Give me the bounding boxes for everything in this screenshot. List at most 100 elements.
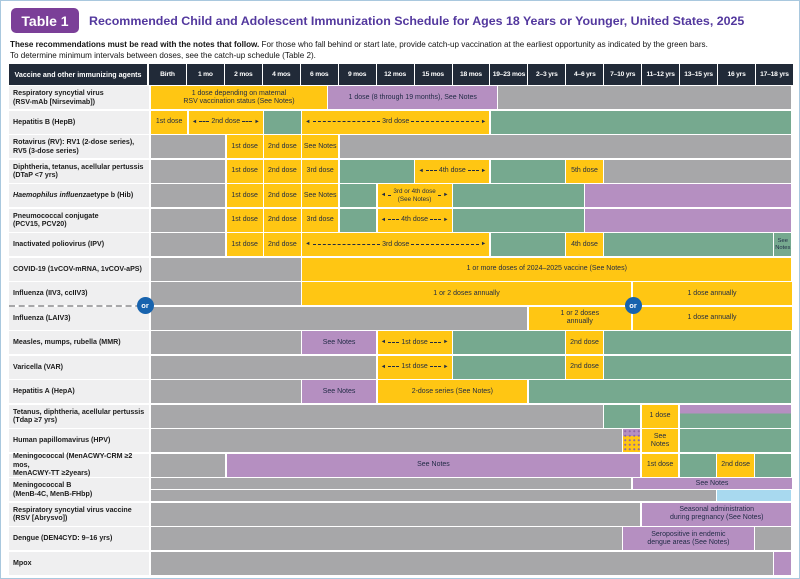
cell-menb-1-range xyxy=(717,490,792,501)
cell-menacwy-3-range xyxy=(679,453,716,477)
or-divider-right-segment xyxy=(151,304,793,307)
row-track-menb-1 xyxy=(151,490,793,501)
row-track-tdap: 1 dose xyxy=(151,404,793,428)
arrow-left-icon: ◄ xyxy=(380,216,387,223)
cell-ipv-2: 2nd dose xyxy=(264,233,301,256)
cell-varicella-1: ◄ 1st dose ► xyxy=(377,355,452,379)
row-label-flu-laiv: Influenza (LAIV3) xyxy=(9,306,149,330)
arrow-left-icon: ◄ xyxy=(305,118,311,125)
age-column-header-16: 17–18 yrs xyxy=(755,64,793,85)
cell-pcv-5: ◄ 4th dose ► xyxy=(377,208,452,232)
cell-mmr-4: 2nd dose xyxy=(566,331,603,354)
arrow-right-icon: ► xyxy=(480,241,487,248)
row-label-covid: COVID-19 (1vCOV-mRNA, 1vCOV-aPS) xyxy=(9,257,149,281)
row-track-pcv: 1st dose 2nd dose 3rd dose ◄ 4th dose ► xyxy=(151,208,793,232)
cell-hib-2: 2nd dose xyxy=(264,184,301,207)
cell-rotavirus-3: See Notes xyxy=(302,135,339,158)
row-label-flu-iiv: Influenza (IIV3, ccIIV3) xyxy=(9,282,149,305)
cell-mpox-0-range xyxy=(151,551,773,575)
cell-pcv-4-range xyxy=(339,208,377,232)
row-label-hpv: Human papillomavirus (HPV) xyxy=(9,429,149,452)
cell-menb-0-range xyxy=(151,478,631,489)
cell-ipv-5: 4th dose xyxy=(566,233,603,256)
cell-hib-0-range xyxy=(151,184,226,207)
cell-varicella-0-range xyxy=(151,355,377,379)
dose-label: 3rd or 4th dose (See Notes) xyxy=(393,188,436,203)
cell-flu-iiv-0-range xyxy=(151,282,301,305)
row-track-hepa: See Notes 2-dose series (See Notes) xyxy=(151,380,793,403)
row-track-flu-iiv: 1 or 2 doses annually 1 dose annually xyxy=(151,282,793,305)
cell-dengue-0-range xyxy=(151,527,622,550)
cell-hib-6-range xyxy=(453,184,584,207)
cell-dtap-6-range xyxy=(490,159,565,183)
corner-header: Vaccine and other immunizing agents xyxy=(9,64,149,85)
row-label-mmr: Measles, mumps, rubella (MMR) xyxy=(9,331,149,354)
row-label-varicella: Varicella (VAR) xyxy=(9,355,149,379)
cell-pcv-3: 3rd dose xyxy=(302,208,339,232)
row-track-rsv-vaccine: Seasonal administration during pregnancy… xyxy=(151,502,793,526)
dose-label: 4th dose xyxy=(438,167,466,175)
row-track-menb-0: See Notes xyxy=(151,478,793,489)
arrow-left-icon: ◄ xyxy=(380,192,387,199)
table-number-badge: Table 1 xyxy=(11,8,79,33)
grid-header-row: Vaccine and other immunizing agents Birt… xyxy=(9,64,793,85)
cell-rsv-mab-0: 1 dose depending on maternal RSV vaccina… xyxy=(151,86,327,109)
row-track-rsv-mab: 1 dose depending on maternal RSV vaccina… xyxy=(151,86,793,109)
row-track-hepb: 1st dose ◄ 2nd dose ► ◄ 3rd dose ► xyxy=(151,110,793,134)
cell-ipv-4-range xyxy=(490,233,565,256)
dose-label: 3rd dose xyxy=(382,118,410,126)
cell-dtap-2: 2nd dose xyxy=(264,159,301,183)
cell-hepa-3-range xyxy=(528,380,792,403)
arrow-left-icon: ◄ xyxy=(418,167,424,174)
row-track-mpox xyxy=(151,551,793,575)
cell-hepb-2-range xyxy=(264,110,301,134)
cell-hepb-3: ◄ 3rd dose ► xyxy=(302,110,490,134)
cell-tdap-2: 1 dose xyxy=(641,404,679,428)
row-label-ipv: Inactivated poliovirus (IPV) xyxy=(9,233,149,256)
arrow-left-icon: ◄ xyxy=(191,118,198,125)
cell-covid-0-range xyxy=(151,257,301,281)
row-label-menb: Meningococcal B (MenB-4C, MenB-FHbp) xyxy=(9,478,149,501)
arrow-right-icon: ► xyxy=(480,167,487,174)
cell-mmr-2: ◄ 1st dose ► xyxy=(377,331,452,354)
cell-ipv-7: See Notes xyxy=(774,233,792,256)
or-badge-left: or xyxy=(136,297,154,314)
cell-pcv-2: 2nd dose xyxy=(264,208,301,232)
age-column-header-3: 4 mos xyxy=(261,64,300,85)
cell-hpv-0-range xyxy=(151,429,622,452)
age-column-header-4: 6 mos xyxy=(299,64,338,85)
page-title: Recommended Child and Adolescent Immuniz… xyxy=(89,13,745,28)
cell-tdap-3-range xyxy=(679,404,792,428)
age-column-header-5: 9 mos xyxy=(337,64,376,85)
age-column-header-10: 2–3 yrs xyxy=(527,64,565,85)
cell-mmr-1: See Notes xyxy=(302,331,377,354)
row-track-dtap: 1st dose 2nd dose 3rd dose ◄ 4th dose ► 5th do… xyxy=(151,159,793,183)
cell-hepa-1: See Notes xyxy=(302,380,377,403)
age-column-header-8: 18 mos xyxy=(451,64,490,85)
row-track-menacwy: See Notes 1st dose 2nd dose xyxy=(151,453,793,477)
row-label-dtap: Diphtheria, tetanus, acellular pertussis… xyxy=(9,159,149,183)
cell-flu-laiv-1: 1 or 2 doses annually xyxy=(528,306,631,330)
cell-pcv-1: 1st dose xyxy=(226,208,263,232)
dose-label: 1st dose xyxy=(401,338,428,346)
row-track-flu-laiv: 1 or 2 doses annually 1 dose annually xyxy=(151,306,793,330)
cell-mpox-1-range xyxy=(774,551,792,575)
cell-pcv-0-range xyxy=(151,208,226,232)
cell-rsv-vaccine-1: Seasonal administration during pregnancy… xyxy=(641,502,792,526)
age-column-header-7: 15 mos xyxy=(413,64,452,85)
cell-tdap-0-range xyxy=(151,404,603,428)
cell-menb-0-range xyxy=(151,490,716,501)
cell-dtap-4-range xyxy=(339,159,414,183)
arrow-left-icon: ◄ xyxy=(380,363,387,370)
cell-hepb-1: ◄ 2nd dose ► xyxy=(188,110,263,134)
cell-menacwy-1: See Notes xyxy=(226,453,641,477)
cell-ipv-6-range xyxy=(604,233,773,256)
age-column-header-14: 13–15 yrs xyxy=(679,64,717,85)
cell-rotavirus-4-range xyxy=(339,135,792,158)
cell-hpv-2: See Notes xyxy=(641,429,679,452)
row-label-menacwy: Meningococcal (MenACWY-CRM ≥2 mos, MenAC… xyxy=(9,452,149,477)
age-column-header-11: 4–6 yrs xyxy=(565,64,603,85)
cell-rotavirus-1: 1st dose xyxy=(226,135,263,158)
cell-hpv-3-range xyxy=(679,429,792,452)
